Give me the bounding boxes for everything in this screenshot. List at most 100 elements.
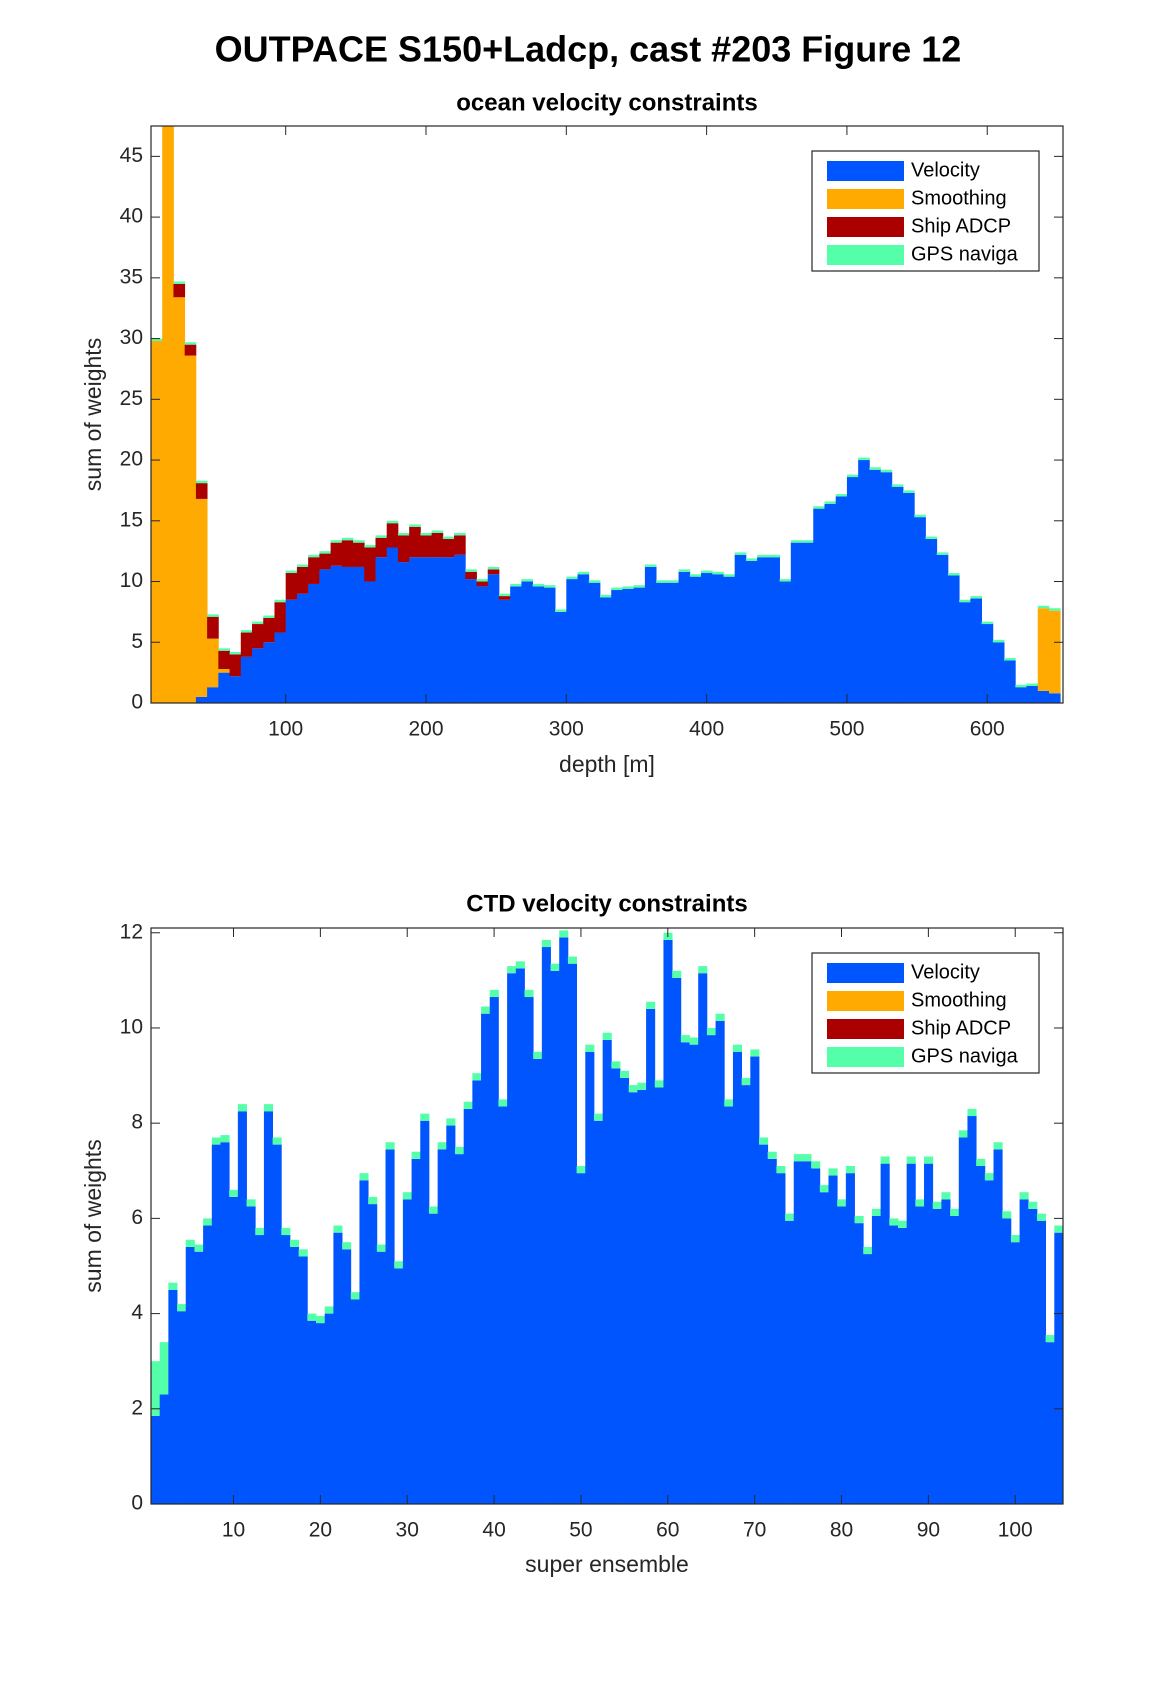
bar-segment <box>950 1216 960 1504</box>
y-tick-label: 30 <box>120 326 143 349</box>
bar-segment <box>507 966 517 974</box>
bar-segment <box>420 535 433 558</box>
bar-segment <box>854 1223 864 1504</box>
chart-title: CTD velocity constraints <box>466 890 747 917</box>
bar-segment <box>633 587 646 703</box>
bar-segment <box>981 624 994 703</box>
bar-segment <box>162 117 174 119</box>
bar-segment <box>576 1166 586 1174</box>
bar-segment <box>824 503 837 703</box>
bar-segment <box>533 1058 543 1504</box>
bar-segment <box>446 1118 456 1126</box>
bar-segment <box>622 588 635 703</box>
bar-segment <box>296 593 309 703</box>
bar-segment <box>159 1342 169 1395</box>
bar-segment <box>285 599 298 703</box>
bar-segment <box>353 566 365 703</box>
bar-segment <box>341 566 354 703</box>
bar-segment <box>958 1130 968 1138</box>
bar-segment <box>350 1292 360 1300</box>
x-tick-label: 100 <box>268 718 303 741</box>
bar-segment <box>411 1151 421 1159</box>
bar-segment <box>394 1261 404 1269</box>
bar-segment <box>734 554 747 703</box>
bar-segment <box>992 639 1005 643</box>
bar-segment <box>1026 683 1039 686</box>
x-axis-label: super ensemble <box>525 1551 689 1577</box>
bar-segment <box>654 1080 664 1088</box>
x-tick-label: 90 <box>917 1519 940 1542</box>
bar-segment <box>185 1239 195 1247</box>
bar-segment <box>481 1013 491 1504</box>
bar-segment <box>889 1218 899 1226</box>
bar-segment <box>734 552 747 555</box>
bar-segment <box>1028 1201 1038 1209</box>
bar-segment <box>194 1251 204 1504</box>
y-axis-label: sum of weights <box>80 1139 106 1292</box>
bar-segment <box>151 1415 161 1504</box>
bar-segment <box>689 576 702 703</box>
bar-segment <box>498 1106 508 1504</box>
bar-segment <box>272 1137 282 1145</box>
bar-segment <box>567 963 577 1504</box>
bar-segment <box>678 569 691 572</box>
bar-segment <box>759 1137 769 1145</box>
bar-segment <box>914 517 926 703</box>
bar-segment <box>785 1220 795 1504</box>
bar-segment <box>667 582 679 703</box>
legend-label: Smoothing <box>911 989 1007 1011</box>
bar-segment <box>976 1158 986 1167</box>
bar-segment <box>173 281 186 284</box>
bar-segment <box>715 1020 725 1504</box>
bar-segment <box>776 1166 786 1174</box>
bar-segment <box>463 1101 473 1109</box>
bar-segment <box>566 576 578 580</box>
bar-segment <box>712 571 724 575</box>
y-axis-label: sum of weights <box>80 338 106 491</box>
bar-segment <box>476 579 489 582</box>
bar-segment <box>593 1120 604 1504</box>
bar-segment <box>296 564 309 567</box>
bar-segment <box>220 1135 230 1143</box>
bar-segment <box>854 1216 864 1224</box>
bar-segment <box>1054 1225 1063 1233</box>
bar-segment <box>880 1163 890 1504</box>
bar-segment <box>858 457 870 461</box>
y-tick-label: 10 <box>120 569 143 592</box>
bar-segment <box>472 1073 482 1081</box>
bar-segment <box>936 552 949 555</box>
bar-segment <box>1015 684 1027 688</box>
bar-segment <box>442 536 455 540</box>
bar-segment <box>611 1061 621 1069</box>
bar-segment <box>779 579 792 582</box>
bar-segment <box>732 1044 743 1052</box>
bar-segment <box>333 1225 343 1233</box>
bar-segment <box>368 1204 378 1504</box>
bar-segment <box>897 1227 908 1504</box>
bar-segment <box>263 1104 273 1112</box>
bar-segment <box>207 638 219 688</box>
bar-segment <box>593 1113 604 1121</box>
legend-swatch <box>827 1019 904 1039</box>
bar-segment <box>620 1070 630 1078</box>
bar-segment <box>229 651 242 655</box>
bar-segment <box>790 542 803 703</box>
bar-segment <box>813 508 825 703</box>
bar-segment <box>455 1146 465 1155</box>
bar-segment <box>463 1108 473 1504</box>
bar-segment <box>745 558 758 561</box>
bar-segment <box>330 540 343 543</box>
bar-segment <box>837 1206 847 1504</box>
bar-segment <box>173 297 186 703</box>
y-tick-label: 8 <box>131 1111 143 1134</box>
bar-segment <box>880 472 893 703</box>
bar-segment <box>680 1042 690 1504</box>
bar-segment <box>1010 1235 1020 1243</box>
bar-segment <box>689 574 702 577</box>
x-tick-label: 600 <box>970 718 1005 741</box>
bar-segment <box>811 1161 821 1169</box>
bar-segment <box>237 1111 247 1504</box>
bar-segment <box>402 1192 412 1200</box>
bar-segment <box>1037 605 1050 609</box>
